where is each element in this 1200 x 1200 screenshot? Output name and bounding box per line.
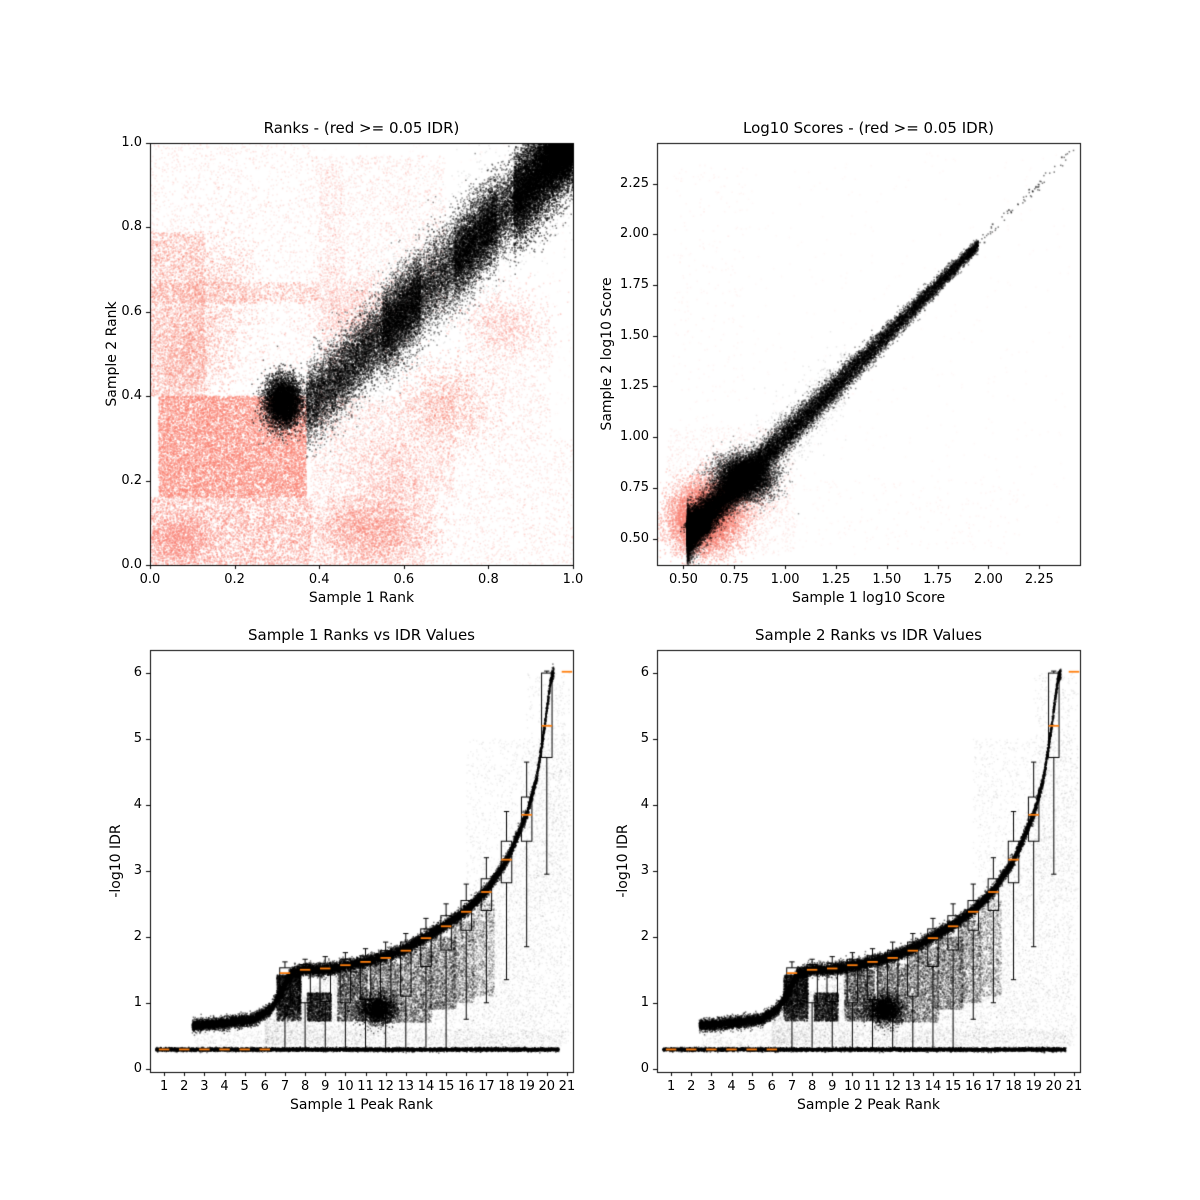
x-tick-label: 17 <box>985 1079 1002 1094</box>
plot-scores-ylabel: Sample 2 log10 Score <box>599 277 615 431</box>
plot-scores-xlabel: Sample 1 log10 Score <box>791 590 946 606</box>
x-tick-label: 12 <box>884 1079 901 1094</box>
plot-ranks-ylabel: Sample 2 Rank <box>104 301 120 407</box>
x-tick-label: 1.75 <box>923 572 953 587</box>
plot-ranks-xlabel: Sample 1 Rank <box>308 590 415 606</box>
y-tick-label: 3 <box>133 862 142 878</box>
y-tick-label: 4 <box>640 796 649 812</box>
x-tick-label: 10 <box>337 1079 354 1094</box>
y-tick-label: 0 <box>640 1060 649 1076</box>
y-tick-label: 0.2 <box>121 472 142 488</box>
x-tick-label: 5 <box>747 1079 756 1094</box>
y-tick-label: 1.25 <box>620 378 649 394</box>
x-tick-label: 21 <box>558 1079 576 1094</box>
x-tick-label: 11 <box>357 1079 374 1094</box>
y-tick-label: 0.4 <box>121 388 142 404</box>
y-tick-label: 0.75 <box>620 479 649 495</box>
x-tick-label: 1 <box>666 1079 676 1094</box>
x-tick-label: 7 <box>787 1079 797 1094</box>
y-tick-label: 0 <box>133 1060 142 1076</box>
x-tick-label: 5 <box>240 1079 249 1094</box>
y-tick-label: 5 <box>640 731 649 747</box>
x-tick-label: 13 <box>904 1079 922 1094</box>
x-tick-label: 9 <box>828 1079 837 1094</box>
x-tick-label: 8 <box>807 1079 817 1094</box>
y-tick-label: 1.75 <box>620 277 649 293</box>
x-tick-label: 14 <box>417 1079 435 1094</box>
x-tick-label: 0.4 <box>308 572 330 587</box>
x-tick-label: 0.0 <box>139 572 161 587</box>
y-tick-label: 2 <box>640 928 649 944</box>
y-tick-label: 1.50 <box>620 327 649 343</box>
x-tick-label: 2 <box>687 1079 696 1094</box>
plot-sample2-idr-xlabel: Sample 2 Peak Rank <box>797 1097 940 1113</box>
x-tick-label: 12 <box>377 1079 394 1094</box>
y-tick-label: 5 <box>133 731 142 747</box>
x-tick-label: 19 <box>518 1079 535 1094</box>
y-tick-label: 2.00 <box>620 226 649 242</box>
x-tick-label: 0.2 <box>224 572 245 587</box>
x-tick-label: 13 <box>397 1079 415 1094</box>
x-tick-label: 3 <box>707 1079 716 1094</box>
x-tick-label: 20 <box>1045 1079 1063 1094</box>
x-tick-label: 6 <box>260 1079 269 1094</box>
x-tick-label: 4 <box>727 1079 736 1094</box>
x-tick-label: 21 <box>1065 1079 1083 1094</box>
x-tick-label: 18 <box>1005 1079 1022 1094</box>
plot-ranks-title: Ranks - (red >= 0.05 IDR) <box>263 119 460 137</box>
x-tick-label: 2 <box>180 1079 189 1094</box>
x-tick-label: 1 <box>159 1079 169 1094</box>
x-tick-label: 20 <box>538 1079 556 1094</box>
y-tick-label: 0.0 <box>121 557 142 572</box>
x-tick-label: 14 <box>924 1079 942 1094</box>
x-tick-label: 19 <box>1025 1079 1042 1094</box>
x-tick-label: 0.50 <box>668 572 698 587</box>
x-tick-label: 8 <box>300 1079 310 1094</box>
y-tick-label: 0.50 <box>620 530 649 546</box>
plot-sample2-idr-title: Sample 2 Ranks vs IDR Values <box>754 626 982 644</box>
y-tick-label: 3 <box>640 862 649 878</box>
x-tick-label: 1.00 <box>770 572 800 587</box>
x-tick-label: 15 <box>437 1079 455 1094</box>
x-tick-label: 11 <box>864 1079 881 1094</box>
plot-scores-title: Log10 Scores - (red >= 0.05 IDR) <box>743 119 994 137</box>
x-tick-label: 7 <box>280 1079 290 1094</box>
y-tick-label: 6 <box>640 665 649 681</box>
y-tick-label: 4 <box>133 796 142 812</box>
y-tick-label: 1 <box>640 994 649 1010</box>
y-tick-label: 1.0 <box>121 135 142 150</box>
plot-sample1-idr-title: Sample 1 Ranks vs IDR Values <box>247 626 475 644</box>
x-tick-label: 16 <box>457 1079 475 1094</box>
plot-sample1-idr-ylabel: -log10 IDR <box>108 824 124 898</box>
x-tick-label: 0.75 <box>719 572 749 587</box>
x-tick-label: 6 <box>767 1079 776 1094</box>
plot-sample2-idr-ylabel: -log10 IDR <box>615 824 631 898</box>
x-tick-label: 1.25 <box>821 572 851 587</box>
x-tick-label: 1.0 <box>562 572 584 587</box>
x-tick-label: 18 <box>498 1079 515 1094</box>
y-tick-label: 1 <box>133 994 142 1010</box>
x-tick-label: 4 <box>220 1079 229 1094</box>
y-tick-label: 0.8 <box>121 219 142 235</box>
y-tick-label: 2 <box>133 928 142 944</box>
x-tick-label: 9 <box>321 1079 330 1094</box>
x-tick-label: 2.25 <box>1024 572 1054 587</box>
x-tick-label: 0.8 <box>478 572 499 587</box>
x-tick-label: 10 <box>844 1079 861 1094</box>
y-tick-label: 0.6 <box>121 303 142 319</box>
plot-sample1-idr-xlabel: Sample 1 Peak Rank <box>290 1097 433 1113</box>
y-tick-label: 6 <box>133 665 142 681</box>
x-tick-label: 2.00 <box>974 572 1003 587</box>
x-tick-label: 15 <box>944 1079 962 1094</box>
y-tick-label: 1.00 <box>620 429 649 445</box>
y-tick-label: 2.25 <box>620 175 649 191</box>
x-tick-label: 0.6 <box>393 572 415 587</box>
x-tick-label: 17 <box>478 1079 495 1094</box>
x-tick-label: 1.50 <box>872 572 902 587</box>
x-tick-label: 3 <box>200 1079 209 1094</box>
x-tick-label: 16 <box>964 1079 982 1094</box>
